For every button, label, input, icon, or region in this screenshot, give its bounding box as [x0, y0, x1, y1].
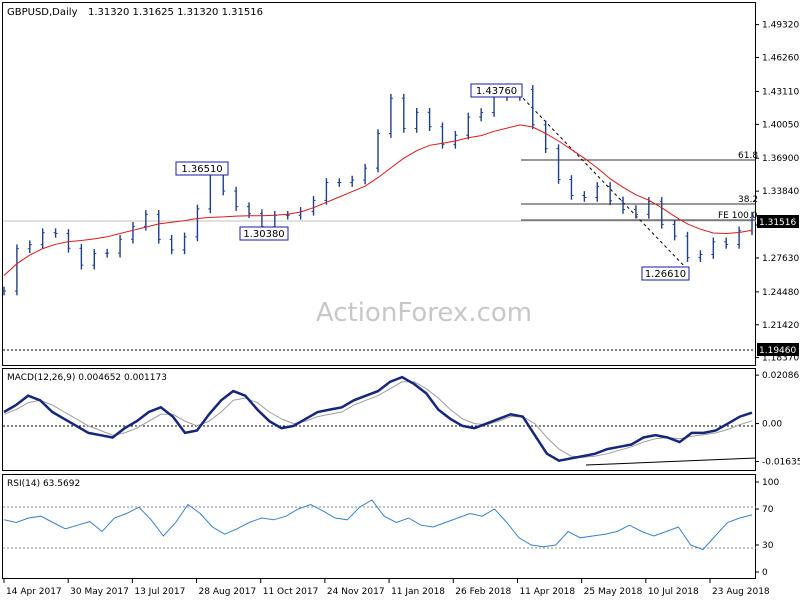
- time-axis: 14 Apr 2017 30 May 2017 13 Jul 2017 28 Aug …: [3, 579, 770, 597]
- annotation-high: 1.43760: [470, 83, 523, 98]
- price-axis-label: 1.18370: [762, 354, 799, 364]
- time-axis-label: 23 Aug 2018: [712, 587, 770, 597]
- price-axis-label: 1.49320: [762, 21, 799, 31]
- trend-projection-line: [518, 93, 690, 272]
- price-axis-label: 1.27630: [762, 254, 799, 264]
- time-axis-label: 10 Jul 2018: [648, 587, 699, 597]
- annotation-swing-low-box: [239, 226, 289, 241]
- support-level-badge-box: [757, 343, 799, 356]
- macd-title: MACD(12,26,9) 0.004652 0.001173: [7, 373, 167, 383]
- annotation-swing-low-label: 1.30380: [243, 229, 284, 240]
- moving-average-line: [3, 124, 753, 276]
- price-axis-label: 1.43110: [762, 87, 799, 97]
- fe-100-label: FE 100.0: [718, 211, 758, 221]
- rsi-title: RSI(14) 63.5692: [7, 479, 80, 489]
- price-axis-label: 1.33840: [762, 187, 799, 197]
- chart-symbol-label: GBPUSD,Daily: [7, 7, 78, 18]
- annotation-swing-high: 1.36510: [175, 161, 229, 176]
- annotation-high-label: 1.43760: [476, 86, 517, 97]
- support-level-badge: 1.19460: [757, 343, 799, 356]
- fib-38-2-label: 38.2: [738, 195, 758, 205]
- rsi-axis-label: 70: [762, 505, 774, 515]
- price-axis: 1.49320 1.46260 1.43110 1.40050 1.36900 1.338…: [755, 21, 799, 364]
- rsi-pane-frame: [2, 474, 756, 579]
- macd-axis-label: 0.00: [762, 420, 782, 430]
- annotation-low: 1.26610: [641, 266, 690, 281]
- macd-axis: 0.020861 0.00 -0.016357: [755, 371, 800, 468]
- annotation-swing-high-box: [175, 161, 229, 176]
- time-axis-label: 11 Apr 2018: [519, 587, 575, 597]
- macd-axis-label: 0.020861: [762, 371, 800, 381]
- macd-divergence-line: [585, 457, 757, 466]
- price-axis-label: 1.40050: [762, 120, 799, 130]
- rsi-axis-label: 0: [762, 568, 768, 578]
- time-axis-label: 14 Apr 2017: [6, 587, 62, 597]
- annotation-low-box: [641, 266, 690, 281]
- macd-axis-label: -0.016357: [762, 458, 800, 468]
- macd-signal-line: [3, 381, 753, 458]
- time-axis-label: 25 May 2018: [584, 587, 643, 597]
- current-price-badge-label: 1.31516: [759, 218, 796, 228]
- rsi-axis-label: 30: [762, 541, 774, 551]
- time-axis-label: 30 May 2017: [70, 587, 129, 597]
- time-axis-label: 28 Aug 2017: [199, 587, 257, 597]
- current-price-badge: 1.31516: [757, 215, 799, 228]
- time-axis-label: 13 Jul 2017: [134, 587, 185, 597]
- price-axis-label: 1.36900: [762, 154, 799, 164]
- price-axis-label: 1.46260: [762, 54, 799, 64]
- support-level-badge-label: 1.19460: [759, 346, 796, 356]
- time-axis-label: 26 Feb 2018: [455, 587, 511, 597]
- price-pane-frame: [2, 2, 756, 366]
- price-axis-label: 1.24480: [762, 288, 799, 298]
- annotation-swing-high-label: 1.36510: [181, 164, 222, 175]
- rsi-line: [3, 499, 753, 551]
- macd-line: [3, 375, 753, 463]
- annotation-swing-low: 1.30380: [239, 226, 289, 241]
- macd-pane-frame: [2, 368, 756, 471]
- watermark: ActionForex.com: [316, 298, 532, 328]
- annotation-low-label: 1.26610: [645, 269, 686, 280]
- fib-61-8-label: 61.8: [738, 151, 758, 161]
- rsi-axis: 100 70 30 0: [755, 478, 779, 578]
- time-axis-label: 11 Oct 2017: [263, 587, 319, 597]
- price-axis-label: 1.21420: [762, 321, 799, 331]
- current-price-badge-box: [757, 215, 799, 228]
- chart-ohlc-readout: 1.31320 1.31625 1.31320 1.31516: [88, 7, 263, 18]
- annotation-high-box: [470, 83, 523, 98]
- time-axis-label: 24 Nov 2017: [327, 587, 385, 597]
- time-axis-label: 11 Jan 2018: [391, 587, 445, 597]
- rsi-axis-label: 100: [762, 478, 779, 488]
